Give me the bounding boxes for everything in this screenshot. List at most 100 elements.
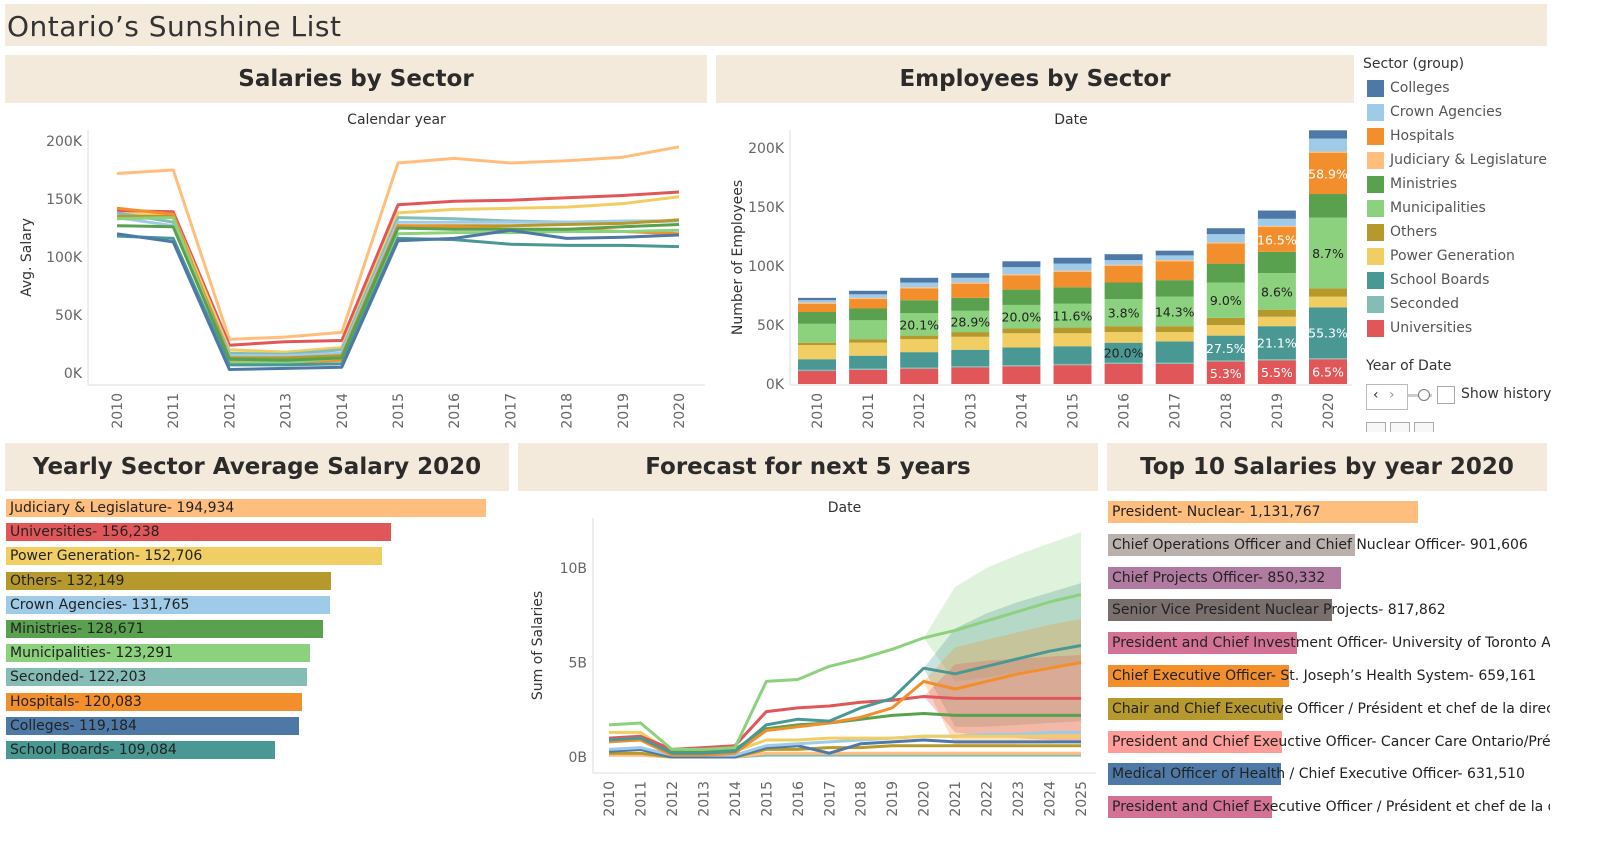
yearly-bar-colleges[interactable]: [6, 716, 300, 735]
top10-salaries-chart[interactable]: President- Nuclear- 1,131,767 Chief Opera…: [1100, 495, 1550, 825]
bar-segment-universities[interactable]: [900, 368, 939, 384]
bar-segment-judiciary-and-legislature[interactable]: [1002, 274, 1041, 276]
bar-segment-ministries[interactable]: [798, 312, 836, 324]
top10-bar[interactable]: [1108, 763, 1281, 786]
bar-segment-power-generation[interactable]: [1002, 333, 1041, 348]
bar-segment-colleges[interactable]: [900, 277, 939, 283]
bar-segment-school-boards[interactable]: [1206, 335, 1245, 361]
forecast-line-colleges[interactable]: [608, 738, 1081, 759]
bar-segment-ministries[interactable]: [1155, 280, 1194, 297]
legend-item-universities[interactable]: Universities: [1362, 316, 1552, 340]
bar-segment-colleges[interactable]: [1155, 250, 1194, 256]
forecast-line-municipalities[interactable]: [608, 593, 1082, 751]
bar-segment-hospitals[interactable]: [951, 283, 990, 298]
top10-bar[interactable]: [1108, 730, 1282, 753]
bar-segment-judiciary-and-legislature[interactable]: [1104, 264, 1143, 266]
top10-bar[interactable]: [1108, 632, 1297, 655]
legend-item-seconded[interactable]: Seconded: [1362, 292, 1552, 316]
bar-segment-school-boards[interactable]: [951, 349, 990, 367]
legend-item-others[interactable]: Others: [1362, 220, 1552, 244]
bar-segment-crown-agencies[interactable]: [1206, 234, 1245, 243]
bar-segment-crown-agencies[interactable]: [1002, 267, 1041, 275]
top10-bar[interactable]: [1108, 665, 1289, 687]
chevron-right-icon[interactable]: ›: [1389, 387, 1395, 403]
bar-segment-hospitals[interactable]: [1206, 243, 1245, 264]
top10-bar[interactable]: [1108, 796, 1273, 819]
bar-segment-others[interactable]: [798, 342, 836, 346]
legend-item-municipalities[interactable]: Municipalities: [1362, 196, 1552, 220]
bar-segment-judiciary-and-legislature[interactable]: [1309, 151, 1347, 153]
bar-segment-hospitals[interactable]: [1002, 275, 1041, 290]
bar-segment-colleges[interactable]: [1309, 130, 1347, 139]
bar-segment-judiciary-and-legislature[interactable]: [1206, 242, 1245, 244]
playback-controls[interactable]: [1366, 420, 1436, 432]
legend-item-power-generation[interactable]: Power Generation: [1362, 244, 1552, 268]
bar-segment-school-boards[interactable]: [900, 352, 939, 368]
top10-bar[interactable]: [1108, 533, 1355, 556]
bar-segment-hospitals[interactable]: [798, 303, 836, 313]
bar-segment-others[interactable]: [1257, 309, 1296, 317]
bar-segment-seconded[interactable]: [900, 367, 939, 369]
legend-item-hospitals[interactable]: Hospitals: [1362, 124, 1552, 148]
bar-segment-universities[interactable]: [1104, 363, 1143, 384]
bar-segment-others[interactable]: [1053, 327, 1092, 334]
bar-segment-universities[interactable]: [798, 371, 836, 384]
bar-segment-crown-agencies[interactable]: [951, 277, 990, 283]
bar-segment-judiciary-and-legislature[interactable]: [849, 297, 888, 300]
bar-segment-colleges[interactable]: [798, 297, 836, 301]
bar-segment-power-generation[interactable]: [1309, 296, 1347, 308]
bar-segment-ministries[interactable]: [951, 297, 990, 311]
bar-segment-ministries[interactable]: [900, 300, 939, 314]
bar-segment-crown-agencies[interactable]: [900, 282, 939, 288]
bar-segment-power-generation[interactable]: [951, 336, 990, 350]
yearly-bar-ministries[interactable]: [6, 620, 323, 638]
bar-segment-school-boards[interactable]: [1257, 326, 1296, 360]
bar-segment-power-generation[interactable]: [1104, 332, 1143, 343]
yearly-bar-power-generation[interactable]: [6, 547, 383, 566]
bar-segment-judiciary-and-legislature[interactable]: [900, 287, 939, 289]
bar-segment-ministries[interactable]: [1257, 251, 1296, 274]
bar-segment-municipalities[interactable]: [1257, 273, 1296, 310]
bar-segment-crown-agencies[interactable]: [1309, 138, 1347, 152]
bar-segment-power-generation[interactable]: [1257, 316, 1296, 327]
bar-segment-others[interactable]: [1104, 326, 1143, 333]
bar-segment-seconded[interactable]: [1002, 365, 1041, 367]
bar-segment-power-generation[interactable]: [849, 342, 888, 356]
bar-segment-others[interactable]: [1155, 326, 1194, 333]
year-stepper[interactable]: ‹ ›: [1366, 384, 1408, 410]
bar-segment-ministries[interactable]: [1206, 263, 1245, 283]
chevron-left-icon[interactable]: ‹: [1373, 387, 1379, 403]
bar-segment-crown-agencies[interactable]: [1053, 263, 1092, 271]
bar-segment-seconded[interactable]: [951, 366, 990, 368]
salaries-by-sector-chart[interactable]: 0K 50K 100K 150K 200K 2010 2011 2012 2013 2014 201…: [0, 105, 712, 435]
legend-item-judiciary-and-legislature[interactable]: Judiciary & Legislature: [1362, 148, 1552, 172]
bar-segment-judiciary-and-legislature[interactable]: [951, 282, 990, 284]
bar-segment-power-generation[interactable]: [798, 345, 836, 360]
top10-bar[interactable]: [1108, 566, 1341, 589]
bar-segment-universities[interactable]: [1206, 361, 1245, 384]
bar-segment-others[interactable]: [900, 335, 939, 340]
bar-segment-seconded[interactable]: [1309, 358, 1347, 360]
yearly-bar-judiciary-and-legislature[interactable]: [6, 499, 486, 517]
bar-segment-universities[interactable]: [1309, 359, 1347, 384]
bar-segment-municipalities[interactable]: [951, 310, 990, 333]
bar-segment-colleges[interactable]: [1053, 257, 1092, 264]
bar-segment-universities[interactable]: [849, 369, 888, 384]
bar-segment-hospitals[interactable]: [849, 299, 888, 309]
bar-segment-others[interactable]: [951, 332, 990, 337]
bar-segment-ministries[interactable]: [1104, 282, 1143, 300]
bar-segment-seconded[interactable]: [1104, 362, 1143, 364]
bar-segment-judiciary-and-legislature[interactable]: [798, 302, 836, 304]
bar-segment-crown-agencies[interactable]: [1155, 255, 1194, 261]
yearly-bar-seconded[interactable]: [6, 668, 307, 687]
bar-segment-colleges[interactable]: [1002, 261, 1041, 268]
bar-segment-ministries[interactable]: [849, 308, 888, 321]
top10-bar[interactable]: [1108, 599, 1333, 622]
bar-segment-school-boards[interactable]: [798, 359, 836, 370]
legend-item-colleges[interactable]: Colleges: [1362, 76, 1552, 100]
series-line-power-generation[interactable]: [116, 195, 680, 354]
bar-segment-judiciary-and-legislature[interactable]: [1155, 260, 1194, 262]
bar-segment-colleges[interactable]: [1206, 228, 1245, 235]
bar-segment-hospitals[interactable]: [1053, 271, 1092, 288]
bar-segment-power-generation[interactable]: [1155, 332, 1194, 342]
